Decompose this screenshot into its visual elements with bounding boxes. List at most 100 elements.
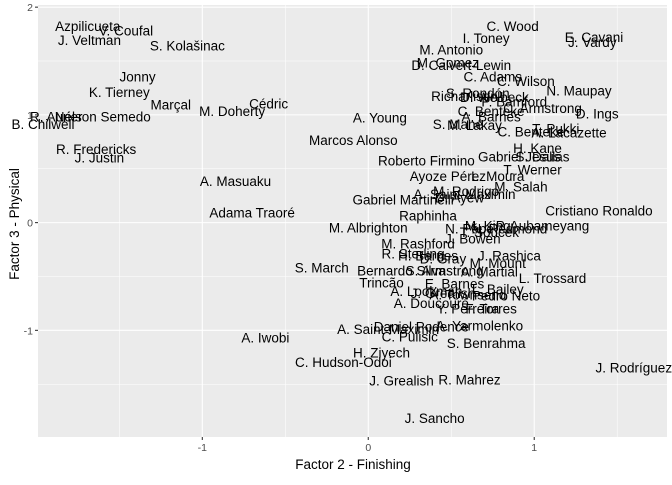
point-label: D. Gray (420, 252, 467, 267)
point-label: Cristiano Ronaldo (545, 203, 652, 218)
point-label: J. Sancho (405, 411, 465, 426)
point-label: C. Benteke (498, 125, 565, 140)
point-label: D. Ings (576, 106, 619, 121)
point-label: A. Barnes (461, 110, 521, 125)
point-label: A. Yarmolenko (436, 319, 523, 334)
point-label: Daniel Podence (374, 320, 469, 335)
plot-panel (38, 5, 667, 437)
panel-background (38, 5, 667, 437)
point-label: M. Doherty (199, 104, 265, 119)
point-label: C. Wilson (497, 74, 555, 89)
point-label: S. Mané (433, 117, 483, 132)
y-tick-label: 0 (27, 218, 33, 230)
point-label: R. Sterling (382, 246, 445, 261)
point-label: Y. Perreira (436, 301, 499, 316)
point-label: M. King (465, 218, 511, 233)
point-label: L. Moura (471, 169, 525, 184)
point-label: T. Pukki (532, 121, 579, 136)
point-label: Gabriel Jesus (478, 149, 561, 164)
point-label: Marçal (151, 98, 192, 113)
point-label: S. March (295, 260, 349, 275)
point-label: V. Coufal (99, 23, 153, 38)
point-label: S. Rondón (446, 86, 510, 101)
point-label: Jonny (120, 70, 156, 85)
point-label: N. Pépé (445, 222, 494, 237)
point-label: A. Saint-Maximin (337, 322, 439, 337)
point-label: C. Adams (463, 70, 522, 85)
point-label: H. Ziyech (353, 345, 410, 360)
point-label: L. Bailey (472, 282, 524, 297)
point-label: Pedro Neto (472, 288, 540, 303)
point-label: J. Justin (75, 150, 125, 165)
y-tick-label: 2 (27, 2, 33, 14)
point-label: L. Trossard (519, 271, 587, 286)
point-label: R. Mahrez (438, 372, 501, 387)
point-label: A. Saint-Maximin (414, 187, 516, 202)
point-label: Cédric (249, 97, 288, 112)
point-label: Trincão (359, 275, 404, 290)
y-tick-label: 1 (27, 110, 33, 122)
point-label: M. Gomez (417, 56, 480, 71)
point-label: T. Soucek (460, 225, 520, 240)
point-label: A. Townsend (429, 287, 506, 302)
point-label: M. Salah (494, 180, 547, 195)
point-label: C. Benteke (458, 104, 525, 119)
point-label: J. Veltman (58, 33, 121, 48)
x-axis-title: Factor 2 - Finishing (295, 457, 411, 472)
y-axis-title: Factor 3 - Physical (7, 168, 22, 280)
point-label: A. Lookman (390, 284, 462, 299)
point-label: Raphinha (399, 209, 457, 224)
point-label: Gabriel Martinelli (352, 192, 453, 207)
point-label: M. Antonio (419, 43, 483, 58)
point-label: Nélson Semedo (55, 110, 151, 125)
x-tick-label: -1 (198, 442, 207, 454)
point-label: R. Aurier (30, 110, 83, 125)
point-label: E. Barnes (425, 277, 485, 292)
point-label: Marcos Alonso (309, 133, 398, 148)
point-label: J. Bowen (445, 231, 501, 246)
point-label: J. Grealish (369, 373, 434, 388)
point-label: A. Martial (461, 265, 518, 280)
point-label: K. Tierney (89, 85, 150, 100)
point-label: R. Fredericks (56, 142, 137, 157)
point-label: C. Wood (487, 19, 539, 34)
point-label: J. Rodríguez (596, 361, 672, 376)
x-tick-label: 0 (365, 442, 371, 454)
point-label: J. Rashica (478, 249, 542, 264)
point-label: Roberto Firmino (378, 154, 475, 169)
point-label: S. Benrahma (447, 336, 526, 351)
point-label: N. Maupay (546, 84, 612, 99)
grid-lines (38, 5, 667, 437)
point-label: M. Rashford (381, 237, 455, 252)
point-label: D. Ayew (435, 190, 485, 205)
y-tick-label: -1 (24, 325, 33, 337)
point-label: B. Chilwell (11, 117, 74, 132)
point-label: M. Mount (470, 256, 527, 271)
point-label: A. Doucouré (394, 296, 469, 311)
x-tick-label: 1 (531, 442, 537, 454)
point-label: M. Lakay (447, 118, 502, 133)
point-label: A. Masuaku (200, 174, 271, 189)
point-label: H. Kane (513, 141, 562, 156)
point-label: J. Grealish (411, 286, 476, 301)
point-label: C. Hudson-Odoi (295, 355, 392, 370)
point-label: I. Toney (463, 31, 510, 46)
point-label: Adama Traoré (209, 205, 295, 220)
point-label: Ayoze Pérez (410, 169, 487, 184)
point-label: A. Iwobi (241, 330, 289, 345)
point-label: D. Welbeck (460, 90, 529, 105)
point-label: M. Albrighton (329, 221, 408, 236)
point-label: C. Armstrong (503, 101, 582, 116)
point-label: T. Werner (503, 162, 562, 177)
point-label: F. Torres (465, 301, 517, 316)
point-label: J. Vardy (568, 35, 617, 50)
point-label: P. Aubameyang (496, 218, 590, 233)
point-label: Bernardo Silva (357, 264, 446, 279)
point-label: A. Lacazette (532, 126, 607, 141)
point-label: S. Armstrong (406, 264, 484, 279)
point-label: Richarlison (431, 89, 498, 104)
point-label: H. Barnes (398, 249, 458, 264)
